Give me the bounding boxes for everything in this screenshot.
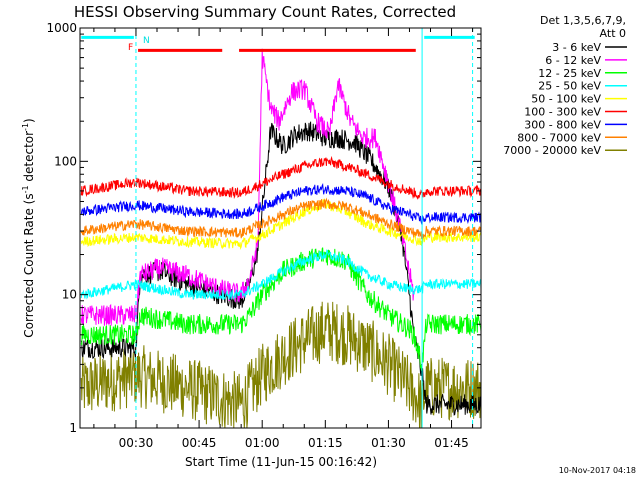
x-tick-label: 01:30 <box>371 436 406 450</box>
legend-label: 3 - 6 keV <box>552 41 601 54</box>
x-axis-label: Start Time (11-Jun-15 00:16:42) <box>185 455 377 469</box>
y-axis-label-end: ) <box>22 118 36 123</box>
y-axis-label: Corrected Count Rate (s-1 detector-1) <box>21 118 36 337</box>
x-tick-label: 00:45 <box>182 436 217 450</box>
legend-label: 12 - 25 keV <box>538 67 601 80</box>
y-tick-label: 1 <box>69 421 77 435</box>
axis-ticks: 1 10 100 1000 00:30 00:45 01:00 01:15 01:30 01:45 <box>46 21 481 450</box>
y-tick-label: 10 <box>62 288 77 302</box>
y-axis-label-main: Corrected Count Rate (s <box>22 193 36 337</box>
y-axis-label-sup2: -1 <box>21 123 30 131</box>
series-line-1 <box>80 48 415 326</box>
legend-label: 25 - 50 keV <box>538 80 601 93</box>
legend-label: 800 - 7000 keV <box>517 131 601 144</box>
x-tick-label: 01:15 <box>308 436 343 450</box>
plot-frame <box>79 27 482 429</box>
series-line-7 <box>80 197 482 240</box>
series-line-6 <box>80 182 482 225</box>
series-line-5 <box>80 155 482 200</box>
x-tick-label: 01:00 <box>245 436 280 450</box>
series-line-2 <box>80 247 482 371</box>
legend-label: 7000 - 20000 keV <box>503 144 601 157</box>
series-line-8 <box>80 301 482 429</box>
plot-area <box>80 28 482 429</box>
legend-label: 50 - 100 keV <box>531 93 601 106</box>
footer-date: 10-Nov-2017 04:18 <box>559 466 636 475</box>
flag-letter-n: N <box>143 36 150 46</box>
series-line-3 <box>80 249 482 300</box>
x-tick-label: 01:45 <box>434 436 469 450</box>
legend-header-line2: Att 0 <box>600 27 626 40</box>
flag-letter-f: F <box>128 43 133 53</box>
y-tick-label: 100 <box>54 154 77 168</box>
legend-label: 300 - 800 keV <box>524 118 601 131</box>
chart-title: HESSI Observing Summary Count Rates, Cor… <box>74 3 456 21</box>
legend-label: 100 - 300 keV <box>524 106 601 119</box>
legend-header-line1: Det 1,3,5,6,7,9, <box>540 14 626 27</box>
y-axis-label-mid: detector <box>22 131 36 186</box>
legend-label: 6 - 12 keV <box>545 54 601 67</box>
x-tick-label: 00:30 <box>119 436 154 450</box>
y-axis-label-sup1: -1 <box>21 185 30 193</box>
y-tick-label: 1000 <box>46 21 77 35</box>
